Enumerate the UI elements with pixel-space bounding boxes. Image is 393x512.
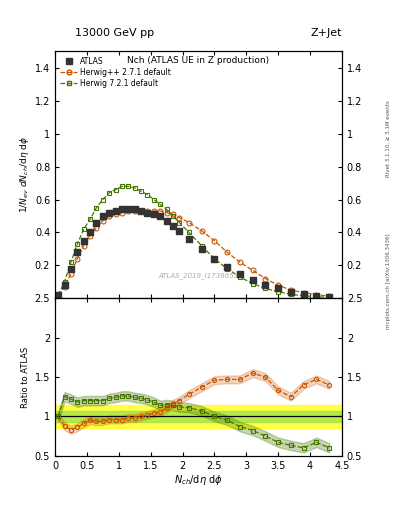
Point [198, 245, 205, 253]
Text: ATLAS_2019_I1736653: ATLAS_2019_I1736653 [158, 272, 239, 279]
Point [144, 208, 151, 217]
Text: Rivet 3.1.10, ≥ 3.1M events: Rivet 3.1.10, ≥ 3.1M events [386, 100, 391, 177]
Point [125, 205, 132, 214]
Point [132, 205, 138, 214]
Point [288, 288, 294, 296]
Text: Z+Jet: Z+Jet [310, 28, 342, 38]
Point [176, 227, 182, 235]
Point [157, 212, 163, 220]
Point [138, 207, 144, 215]
X-axis label: $N_{ch}$/d$\eta$ d$\phi$: $N_{ch}$/d$\eta$ d$\phi$ [174, 473, 223, 487]
Point [81, 237, 87, 245]
Text: Nch (ATLAS UE in Z production): Nch (ATLAS UE in Z production) [127, 56, 270, 65]
Point [262, 281, 268, 289]
Point [87, 228, 93, 237]
Point [326, 293, 332, 301]
Point [151, 210, 157, 219]
Text: 13000 GeV pp: 13000 GeV pp [75, 28, 154, 38]
Legend: ATLAS, Herwig++ 2.7.1 default, Herwig 7.2.1 default: ATLAS, Herwig++ 2.7.1 default, Herwig 7.… [59, 55, 173, 90]
Point [237, 269, 243, 278]
Point [275, 284, 281, 292]
Point [93, 219, 99, 227]
Y-axis label: Ratio to ATLAS: Ratio to ATLAS [22, 347, 31, 408]
Point [211, 255, 218, 263]
Text: mcplots.cern.ch [arXiv:1306.3436]: mcplots.cern.ch [arXiv:1306.3436] [386, 234, 391, 329]
Point [313, 292, 320, 300]
Point [170, 222, 176, 230]
Point [250, 276, 256, 284]
Point [301, 290, 307, 298]
Point [61, 281, 68, 289]
Point [119, 205, 125, 214]
Point [74, 248, 81, 257]
Point [55, 291, 61, 299]
Point [112, 207, 119, 215]
Point [163, 217, 170, 225]
Point [68, 265, 74, 273]
Point [186, 235, 192, 243]
Y-axis label: $1/N_{ev}$ $dN_{ch}$/d$\eta$ d$\phi$: $1/N_{ev}$ $dN_{ch}$/d$\eta$ d$\phi$ [18, 136, 31, 214]
Point [100, 212, 106, 220]
Point [224, 263, 230, 271]
Point [106, 208, 112, 217]
